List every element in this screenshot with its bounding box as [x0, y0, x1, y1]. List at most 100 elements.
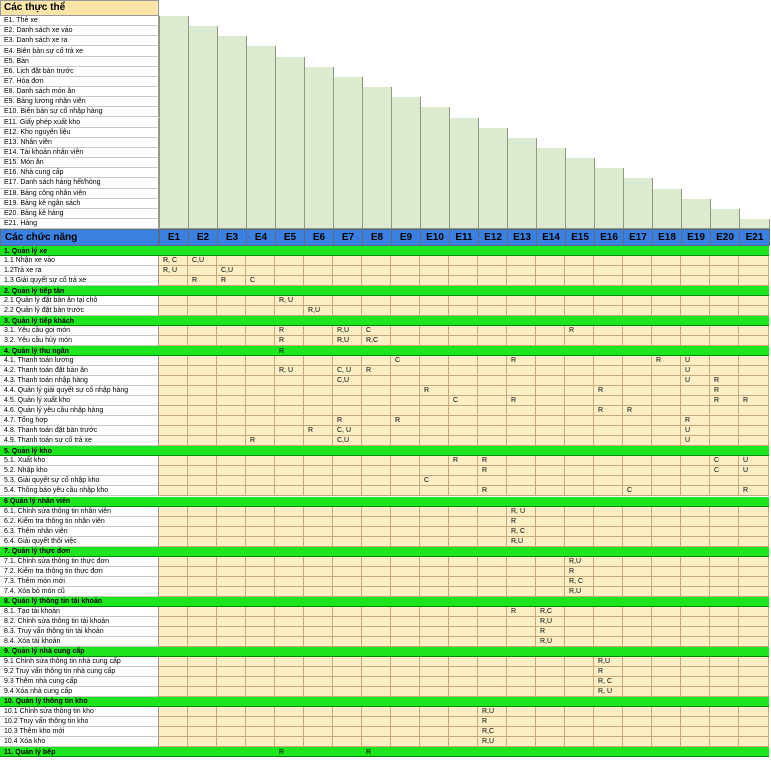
matrix-cell[interactable] [652, 536, 681, 547]
matrix-cell[interactable] [246, 536, 275, 547]
matrix-cell[interactable]: R, C [594, 676, 623, 687]
matrix-cell[interactable] [565, 736, 594, 747]
matrix-cell[interactable] [246, 426, 275, 437]
matrix-cell[interactable]: C [420, 476, 449, 487]
matrix-cell[interactable] [536, 456, 565, 467]
matrix-cell[interactable] [478, 676, 507, 687]
matrix-cell[interactable]: R,U [478, 736, 507, 747]
function-label[interactable]: 6.4. Giải quyết thôi việc [0, 536, 159, 547]
matrix-cell[interactable] [420, 536, 449, 547]
matrix-cell[interactable] [246, 366, 275, 377]
matrix-cell[interactable]: R [681, 416, 710, 427]
matrix-cell[interactable] [275, 606, 304, 617]
matrix-cell[interactable] [420, 556, 449, 567]
matrix-cell[interactable]: R [304, 426, 333, 437]
matrix-cell[interactable] [652, 716, 681, 727]
matrix-cell[interactable] [652, 276, 681, 287]
matrix-cell[interactable] [623, 456, 652, 467]
matrix-cell[interactable] [478, 276, 507, 287]
matrix-cell[interactable] [188, 706, 217, 717]
entity-label[interactable]: E19. Bảng kê ngân sách [0, 198, 159, 209]
matrix-cell[interactable] [420, 276, 449, 287]
matrix-cell[interactable]: U [681, 376, 710, 387]
matrix-cell[interactable]: R [594, 386, 623, 397]
matrix-cell[interactable] [304, 296, 333, 307]
matrix-cell[interactable] [449, 376, 478, 387]
matrix-cell[interactable] [188, 426, 217, 437]
matrix-cell[interactable] [188, 536, 217, 547]
matrix-cell[interactable]: R, C [159, 256, 188, 267]
matrix-cell[interactable] [623, 686, 652, 697]
matrix-cell[interactable] [333, 606, 362, 617]
matrix-cell[interactable] [739, 476, 769, 487]
matrix-cell[interactable] [420, 256, 449, 267]
matrix-cell[interactable] [565, 356, 594, 367]
matrix-cell[interactable] [188, 616, 217, 627]
function-label[interactable]: 9.4 Xóa nhà cung cấp [0, 686, 159, 697]
matrix-cell[interactable] [188, 396, 217, 407]
matrix-cell[interactable]: C [391, 356, 420, 367]
matrix-cell[interactable] [159, 576, 188, 587]
matrix-cell[interactable] [304, 486, 333, 497]
matrix-cell[interactable] [623, 376, 652, 387]
matrix-cell[interactable] [217, 516, 246, 527]
matrix-cell[interactable] [681, 716, 710, 727]
matrix-cell[interactable]: R, U [507, 506, 536, 517]
matrix-cell[interactable] [217, 676, 246, 687]
matrix-cell[interactable] [623, 636, 652, 647]
matrix-cell[interactable] [420, 266, 449, 277]
matrix-cell[interactable] [652, 656, 681, 667]
matrix-cell[interactable] [652, 466, 681, 477]
matrix-cell[interactable] [391, 276, 420, 287]
matrix-cell[interactable] [362, 716, 391, 727]
matrix-cell[interactable] [391, 426, 420, 437]
matrix-cell[interactable] [681, 616, 710, 627]
matrix-cell[interactable] [652, 556, 681, 567]
matrix-cell[interactable] [246, 666, 275, 677]
matrix-cell[interactable] [449, 526, 478, 537]
matrix-cell[interactable] [420, 666, 449, 677]
column-header-e17[interactable]: E17 [623, 229, 653, 246]
matrix-cell[interactable]: C,U [333, 376, 362, 387]
matrix-cell[interactable] [681, 706, 710, 717]
matrix-cell[interactable] [304, 396, 333, 407]
matrix-cell[interactable] [536, 436, 565, 447]
matrix-cell[interactable] [507, 726, 536, 737]
matrix-cell[interactable] [333, 616, 362, 627]
matrix-cell[interactable] [246, 386, 275, 397]
matrix-cell[interactable]: R [275, 336, 304, 347]
matrix-cell[interactable] [391, 336, 420, 347]
matrix-cell[interactable] [246, 356, 275, 367]
matrix-cell[interactable] [594, 376, 623, 387]
matrix-cell[interactable]: R, U [275, 366, 304, 377]
matrix-cell[interactable] [652, 426, 681, 437]
matrix-cell[interactable] [536, 466, 565, 477]
matrix-cell[interactable] [623, 526, 652, 537]
matrix-cell[interactable] [391, 506, 420, 517]
matrix-cell[interactable] [420, 336, 449, 347]
matrix-cell[interactable]: R,U [478, 706, 507, 717]
matrix-cell[interactable] [594, 276, 623, 287]
matrix-cell[interactable]: R [478, 456, 507, 467]
matrix-cell[interactable]: C [710, 456, 739, 467]
matrix-cell[interactable] [304, 366, 333, 377]
matrix-cell[interactable] [623, 506, 652, 517]
matrix-cell[interactable] [710, 336, 739, 347]
matrix-cell[interactable] [246, 676, 275, 687]
matrix-cell[interactable] [449, 726, 478, 737]
matrix-cell[interactable] [159, 296, 188, 307]
function-label[interactable]: 10.4 Xóa kho [0, 736, 159, 747]
matrix-cell[interactable] [478, 386, 507, 397]
matrix-cell[interactable] [565, 526, 594, 537]
matrix-cell[interactable] [159, 616, 188, 627]
matrix-cell[interactable] [710, 686, 739, 697]
matrix-cell[interactable] [362, 376, 391, 387]
matrix-cell[interactable] [623, 416, 652, 427]
matrix-cell[interactable] [420, 466, 449, 477]
matrix-cell[interactable] [217, 686, 246, 697]
matrix-cell[interactable]: R [279, 347, 285, 355]
matrix-cell[interactable] [391, 616, 420, 627]
matrix-cell[interactable] [362, 406, 391, 417]
matrix-cell[interactable] [710, 366, 739, 377]
matrix-cell[interactable] [681, 686, 710, 697]
